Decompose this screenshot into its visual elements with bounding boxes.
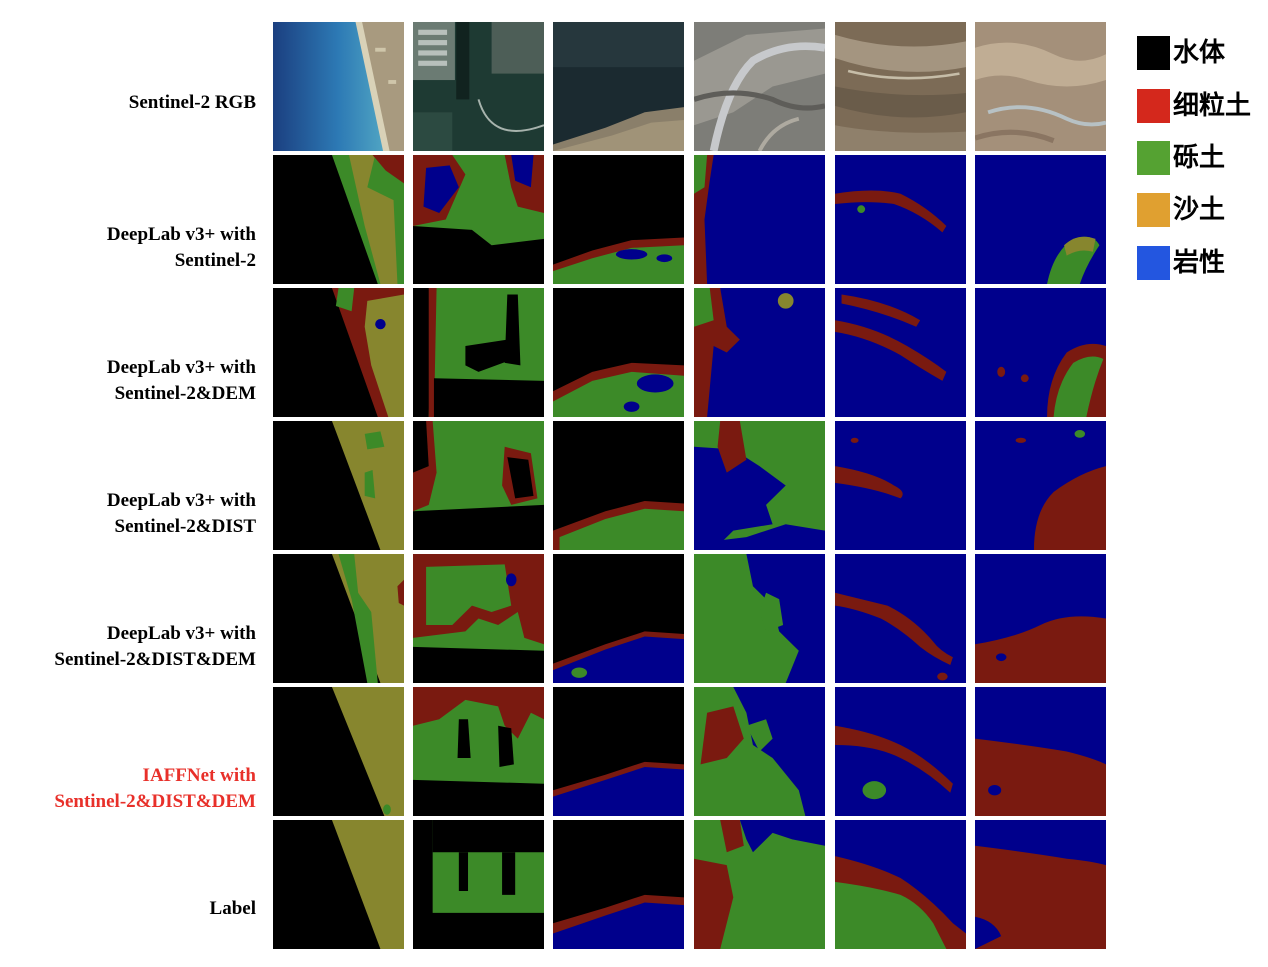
pred-s2-dist-tile-2 bbox=[413, 421, 544, 550]
row-label-line1: IAFFNet with bbox=[142, 765, 256, 786]
rgb-image-3 bbox=[553, 22, 684, 151]
label-tile-3 bbox=[553, 820, 684, 949]
pred-iaffnet-tile-3 bbox=[553, 687, 684, 816]
row-label-label: Label bbox=[210, 896, 256, 922]
label-tile-2 bbox=[413, 820, 544, 949]
legend-swatch bbox=[1137, 89, 1170, 123]
row-label-deeplab-s2-dem: DeepLab v3+ with Sentinel-2&DEM bbox=[107, 355, 256, 407]
pred-s2-dist-dem-tile-2 bbox=[413, 554, 544, 683]
rgb-image-2 bbox=[413, 22, 544, 151]
pred-iaffnet-tile-2 bbox=[413, 687, 544, 816]
row-label-line1: DeepLab v3+ with bbox=[106, 357, 256, 378]
pred-s2-dem-tile-6 bbox=[975, 288, 1106, 417]
rgb-image-6 bbox=[975, 22, 1106, 151]
row-label-line1: Sentinel-2 RGB bbox=[128, 92, 256, 113]
legend-label: 砾土 bbox=[1173, 143, 1226, 173]
legend-swatch bbox=[1137, 36, 1170, 70]
pred-s2-dem-tile-2 bbox=[413, 288, 544, 417]
pred-s2-tile-4 bbox=[694, 155, 825, 284]
pred-s2-tile-3 bbox=[553, 155, 684, 284]
pred-s2-dist-tile-6 bbox=[975, 421, 1106, 550]
row-label-rgb: Sentinel-2 RGB bbox=[129, 90, 256, 116]
row-label-deeplab-s2: DeepLab v3+ with Sentinel-2 bbox=[107, 222, 256, 274]
label-tile-1 bbox=[273, 820, 404, 949]
label-tile-6 bbox=[975, 820, 1106, 949]
pred-iaffnet-tile-5 bbox=[835, 687, 966, 816]
row-label-line2: Sentinel-2&DIST bbox=[114, 516, 256, 537]
pred-s2-dem-tile-3 bbox=[553, 288, 684, 417]
pred-iaffnet-tile-1 bbox=[273, 687, 404, 816]
rgb-image-4 bbox=[694, 22, 825, 151]
label-tile-4 bbox=[694, 820, 825, 949]
pred-s2-dem-tile-5 bbox=[835, 288, 966, 417]
legend-label: 岩性 bbox=[1173, 248, 1226, 278]
row-label-line2: Sentinel-2&DEM bbox=[114, 383, 256, 404]
pred-s2-tile-5 bbox=[835, 155, 966, 284]
row-label-deeplab-s2-dist-dem: DeepLab v3+ with Sentinel-2&DIST&DEM bbox=[54, 621, 256, 673]
row-label-deeplab-s2-dist: DeepLab v3+ with Sentinel-2&DIST bbox=[107, 488, 256, 540]
pred-s2-dist-dem-tile-5 bbox=[835, 554, 966, 683]
pred-s2-dem-tile-1 bbox=[273, 288, 404, 417]
pred-s2-dist-dem-tile-4 bbox=[694, 554, 825, 683]
row-label-line1: DeepLab v3+ with bbox=[106, 490, 256, 511]
legend-swatch bbox=[1137, 193, 1170, 227]
legend-swatch bbox=[1137, 141, 1170, 175]
legend-label: 水体 bbox=[1173, 38, 1226, 68]
pred-s2-tile-6 bbox=[975, 155, 1106, 284]
legend-label: 沙土 bbox=[1173, 195, 1226, 225]
row-label-line2: Sentinel-2&DIST&DEM bbox=[54, 791, 256, 812]
pred-s2-dist-dem-tile-3 bbox=[553, 554, 684, 683]
pred-s2-dist-dem-tile-1 bbox=[273, 554, 404, 683]
row-label-line1: DeepLab v3+ with bbox=[106, 623, 256, 644]
row-label-iaffnet: IAFFNet with Sentinel-2&DIST&DEM bbox=[54, 763, 256, 815]
pred-iaffnet-tile-4 bbox=[694, 687, 825, 816]
pred-s2-dist-tile-5 bbox=[835, 421, 966, 550]
pred-s2-dem-tile-4 bbox=[694, 288, 825, 417]
pred-s2-dist-dem-tile-6 bbox=[975, 554, 1106, 683]
row-label-line2: Sentinel-2&DIST&DEM bbox=[54, 649, 256, 670]
row-label-line2: Sentinel-2 bbox=[174, 250, 256, 271]
legend-swatch bbox=[1137, 246, 1170, 280]
label-tile-5 bbox=[835, 820, 966, 949]
pred-s2-tile-1 bbox=[273, 155, 404, 284]
pred-s2-dist-tile-3 bbox=[553, 421, 684, 550]
pred-s2-dist-tile-1 bbox=[273, 421, 404, 550]
legend-label: 细粒土 bbox=[1173, 91, 1252, 121]
pred-s2-tile-2 bbox=[413, 155, 544, 284]
rgb-image-1 bbox=[273, 22, 404, 151]
row-label-line1: DeepLab v3+ with bbox=[106, 224, 256, 245]
row-label-line1: Label bbox=[209, 898, 256, 919]
rgb-image-5 bbox=[835, 22, 966, 151]
pred-iaffnet-tile-6 bbox=[975, 687, 1106, 816]
pred-s2-dist-tile-4 bbox=[694, 421, 825, 550]
